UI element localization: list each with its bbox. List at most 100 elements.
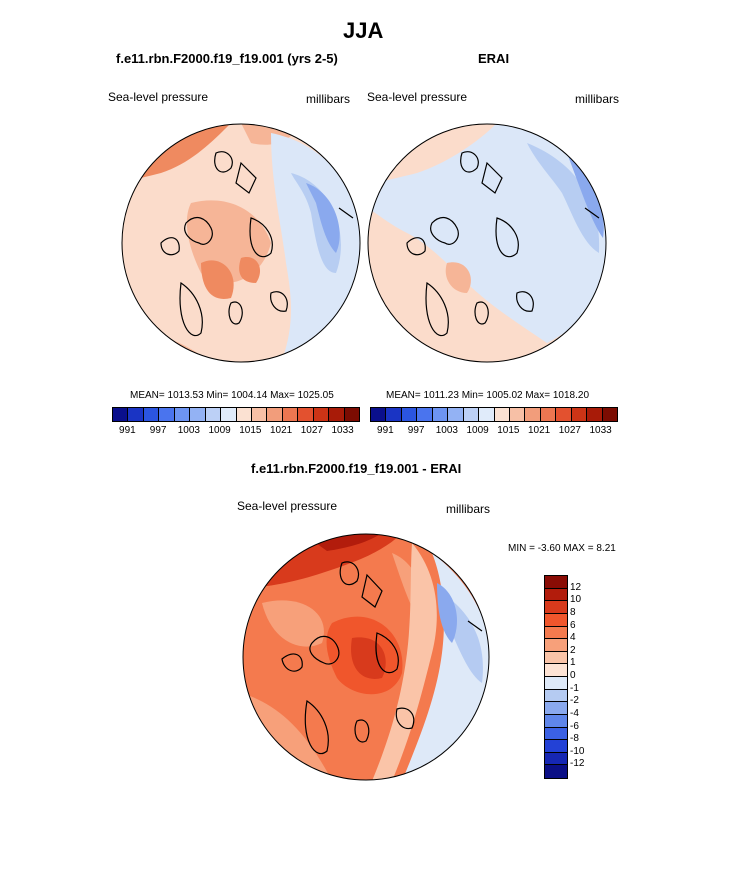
colorbar-swatch — [448, 408, 464, 421]
colorbar-swatch — [113, 408, 129, 421]
diff-colorbar-swatch — [545, 740, 567, 753]
panel1-coastline — [160, 161, 354, 312]
colorbar-swatch — [432, 408, 449, 421]
colorbar-swatch — [190, 408, 206, 421]
colorbar-swatch — [267, 408, 283, 421]
diff-mid-warm — [262, 600, 324, 647]
diff-colorbar-label: 4 — [570, 632, 576, 644]
colorbar-swatch — [344, 408, 359, 421]
diff-colorbar-swatch — [545, 677, 567, 690]
diff-colorbar-swatch — [545, 601, 567, 614]
colorbar-tick-label: 1015 — [239, 425, 262, 436]
panel2-units-label: millibars — [575, 92, 620, 106]
panel2-coastline — [425, 151, 519, 336]
panel2-map — [367, 123, 607, 363]
diff-colorbar-label: -10 — [570, 745, 585, 757]
diff-strong-warm — [351, 637, 386, 679]
colorbar-tick-label: 1009 — [466, 425, 489, 436]
diff-colorbar-swatch — [545, 765, 567, 778]
colorbar-swatch — [282, 408, 299, 421]
colorbar-tick-label: 1015 — [497, 425, 520, 436]
colorbar-swatch — [159, 408, 175, 421]
colorbar-swatch — [251, 408, 268, 421]
colorbar-swatch — [371, 408, 387, 421]
diff-title: f.e11.rbn.F2000.f19_f19.001 - ERAI — [251, 461, 462, 476]
colorbar-swatch — [205, 408, 222, 421]
diff-map — [242, 533, 490, 781]
panel1-stats: MEAN= 1013.53 Min= 1004.14 Max= 1025.05 — [130, 390, 334, 401]
diff-colorbar-label: 2 — [570, 644, 576, 656]
diff-light-band — [372, 543, 437, 780]
colorbar-swatch — [509, 408, 526, 421]
panel1-colorbar — [112, 407, 360, 422]
diff-stats: MIN = -3.60 MAX = 8.21 — [508, 543, 616, 554]
diff-colorbar-swatch — [545, 727, 567, 741]
colorbar-swatch — [298, 408, 314, 421]
colorbar-swatch — [401, 408, 418, 421]
colorbar-swatch — [174, 408, 191, 421]
panel2-cool-region — [368, 124, 606, 343]
colorbar-swatch — [236, 408, 252, 421]
colorbar-tick-label: 991 — [377, 425, 394, 436]
panel2-coastline — [406, 161, 600, 312]
colorbar-tick-label: 1021 — [270, 425, 293, 436]
diff-colorbar-label: -8 — [570, 733, 579, 745]
panel1-warm-region — [239, 257, 261, 283]
colorbar-swatch — [587, 408, 603, 421]
diff-colorbar-label: 8 — [570, 606, 576, 618]
colorbar-swatch — [556, 408, 572, 421]
diff-colorbar-swatch — [545, 651, 567, 665]
colorbar-swatch — [221, 408, 237, 421]
panel2-variable-label: Sea-level pressure — [367, 90, 468, 104]
panel1-coastline — [179, 151, 273, 336]
page-title: JJA — [343, 18, 384, 43]
diff-colorbar-swatch — [545, 639, 567, 652]
panel1-map — [121, 123, 361, 363]
panel1-units-label: millibars — [306, 92, 351, 106]
panel1-variable-label: Sea-level pressure — [108, 90, 209, 104]
diff-cool-region — [402, 553, 489, 780]
panel2-title: ERAI — [478, 51, 510, 66]
panel1-cool-region — [271, 133, 360, 362]
diff-colorbar-swatch — [545, 702, 567, 715]
diff-colorbar-label: 1 — [570, 657, 576, 669]
colorbar-swatch — [525, 408, 541, 421]
diff-colorbar-swatch — [545, 689, 567, 703]
diff-colorbar-swatch — [545, 576, 567, 589]
colorbar-swatch — [386, 408, 402, 421]
colorbar-tick-label: 1033 — [331, 425, 354, 436]
colorbar-tick-label: 1009 — [208, 425, 231, 436]
diff-colorbar-swatch — [545, 664, 567, 677]
panel2-cool-region — [567, 153, 604, 238]
diff-colorbar-label: -6 — [570, 720, 579, 732]
colorbar-tick-label: 1003 — [177, 425, 200, 436]
colorbar-tick-label: 997 — [407, 425, 425, 436]
colorbar-swatch — [329, 408, 345, 421]
colorbar-swatch — [128, 408, 144, 421]
panel2-cool-region — [527, 143, 600, 253]
colorbar-tick-label: 1027 — [558, 425, 581, 436]
diff-colorbar-label: -1 — [570, 682, 579, 694]
diff-colorbar-swatch — [545, 613, 567, 627]
diff-colorbar-swatch — [545, 588, 567, 602]
colorbar-swatch — [494, 408, 510, 421]
diff-colorbar-label: -4 — [570, 707, 579, 719]
colorbar-tick-label: 1033 — [589, 425, 612, 436]
diff-colorbar-label: -12 — [570, 758, 585, 770]
colorbar-tick-label: 991 — [119, 425, 136, 436]
colorbar-swatch — [540, 408, 557, 421]
diff-colorbar-label: 12 — [570, 581, 582, 593]
diff-coastline — [304, 561, 399, 755]
colorbar-swatch — [571, 408, 588, 421]
colorbar-swatch — [602, 408, 617, 421]
panel1-warm-region — [201, 260, 234, 299]
diff-coastline — [281, 573, 483, 730]
colorbar-tick-label: 1021 — [528, 425, 551, 436]
panel1-cool-region — [306, 183, 340, 253]
colorbar-swatch — [479, 408, 495, 421]
panel2-stats: MEAN= 1011.23 Min= 1005.02 Max= 1018.20 — [386, 390, 590, 401]
diff-colorbar-label: 0 — [570, 670, 576, 681]
panel2-colorbar — [370, 407, 618, 422]
diff-colorbar-swatch — [545, 752, 567, 766]
colorbar-swatch — [143, 408, 160, 421]
